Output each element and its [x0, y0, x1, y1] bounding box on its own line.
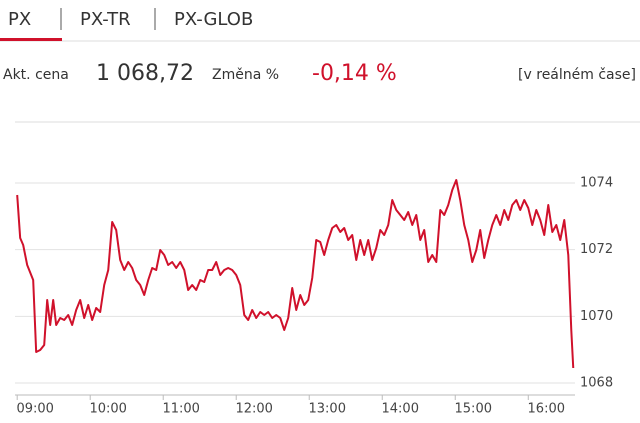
- y-tick-label: 1068: [580, 376, 613, 391]
- change: -0,14 %: [312, 61, 397, 86]
- change-label: Změna %: [212, 67, 279, 83]
- active-tab-indicator: [0, 38, 62, 41]
- y-tick-label: 1070: [580, 309, 613, 324]
- x-tick-label: 15:00: [455, 402, 492, 417]
- price-label: Akt. cena: [3, 67, 69, 83]
- x-tick-label: 13:00: [309, 402, 346, 417]
- price-line: [16, 179, 575, 369]
- x-tick-label: 09:00: [16, 402, 53, 417]
- x-tick-label: 10:00: [89, 402, 126, 417]
- realtime-note: [v reálném čase]: [518, 67, 636, 83]
- tab[interactable]: PX-TR: [80, 9, 131, 30]
- y-tick-label: 1072: [580, 242, 613, 257]
- tab[interactable]: PX-GLOB: [174, 9, 253, 30]
- price: 1 068,72: [96, 61, 194, 86]
- x-tick-label: 12:00: [235, 402, 272, 417]
- x-tick-label: 11:00: [162, 402, 199, 417]
- y-tick-label: 1074: [580, 176, 613, 191]
- x-tick-label: 16:00: [528, 402, 565, 417]
- tab[interactable]: PX: [8, 9, 31, 30]
- x-tick-label: 14:00: [382, 402, 419, 417]
- chart: 1068 1070 1072 1074 09:00 10:00 11:00 12:00 13:0…: [15, 176, 613, 417]
